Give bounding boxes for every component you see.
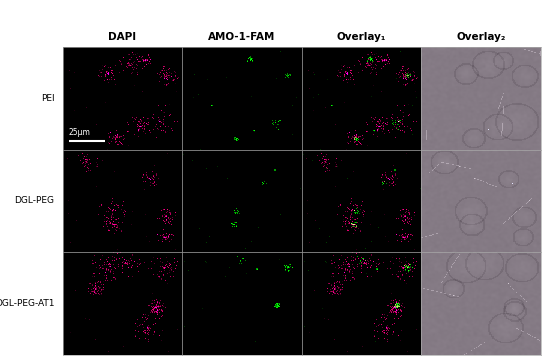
- Text: 25μm: 25μm: [69, 128, 91, 137]
- Text: Overlay₂: Overlay₂: [456, 31, 506, 42]
- Text: DGL-PEG: DGL-PEG: [15, 197, 55, 205]
- Text: Overlay₁: Overlay₁: [337, 31, 386, 42]
- Text: DGL-PEG-AT1: DGL-PEG-AT1: [0, 299, 55, 308]
- Text: PEI: PEI: [41, 94, 55, 103]
- Text: AMO-1-FAM: AMO-1-FAM: [208, 31, 276, 42]
- Text: DAPI: DAPI: [109, 31, 136, 42]
